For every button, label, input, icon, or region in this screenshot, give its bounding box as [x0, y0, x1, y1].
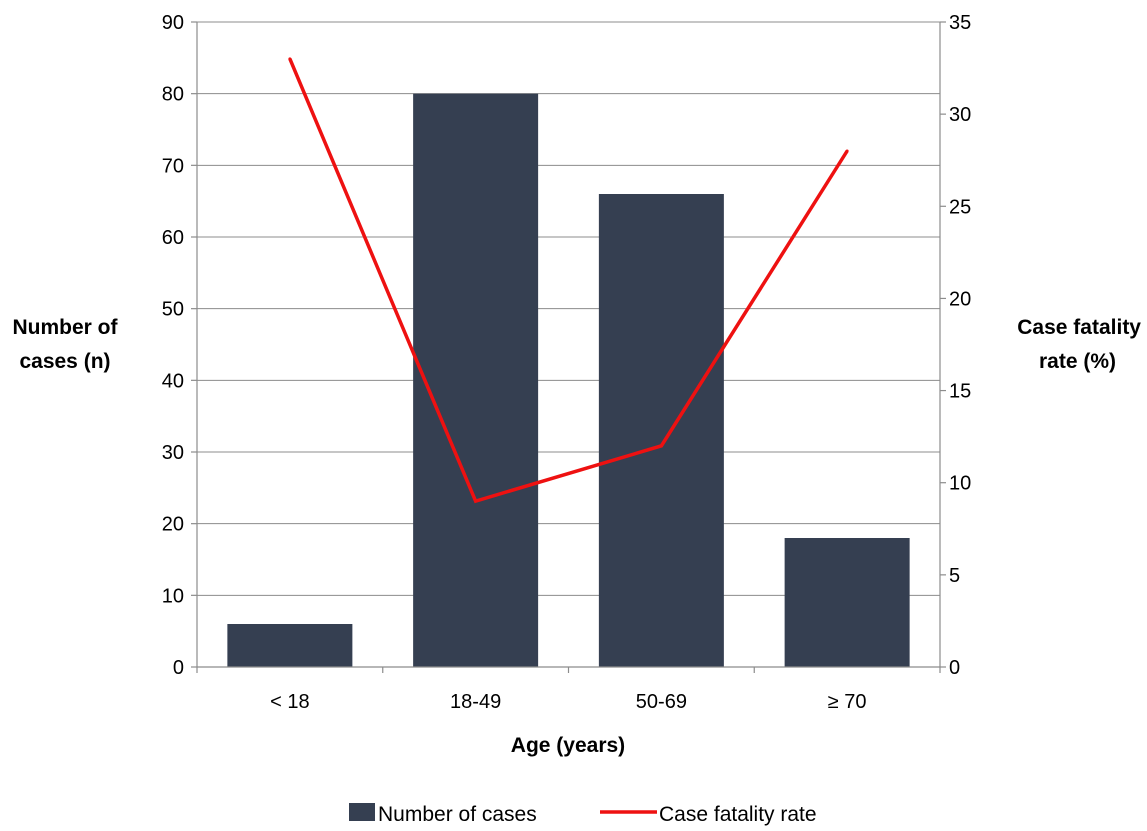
y-left-tick-label: 0: [173, 657, 184, 679]
bar-1: [413, 93, 539, 667]
y-right-tick-label: 25: [949, 196, 971, 218]
y-axis-left-title-line-2: cases (n): [19, 350, 110, 373]
y-right-tick-label: 10: [949, 473, 971, 495]
axes: [191, 21, 946, 673]
y-right-tick-label: 35: [949, 12, 971, 34]
x-axis-title: Age (years): [511, 734, 625, 757]
y-left-tick-label: 20: [162, 514, 184, 536]
y-right-tick-label: 0: [949, 657, 960, 679]
gridlines: [197, 21, 940, 596]
legend-label-cases: Number of cases: [378, 803, 537, 826]
fatality-point-3: [845, 149, 849, 153]
y-left-tick-label: 90: [162, 12, 184, 34]
x-tick-label: 18-49: [450, 691, 501, 713]
legend-bar-swatch: [349, 803, 375, 821]
y-right-tick-label: 5: [949, 565, 960, 587]
y-axis-right-title-line-2: rate (%): [1039, 350, 1116, 373]
y-left-tick-label: 30: [162, 442, 184, 464]
tick-labels: 0 10 20 30 40 50 60 70 80 90 0 5 10 15 20 25 30 35 < 18 18-…: [162, 12, 972, 713]
y-axis-left-title-line-1: Number of: [13, 316, 119, 339]
legend-label-fatality: Case fatality rate: [659, 803, 817, 826]
y-left-tick-label: 80: [162, 84, 184, 106]
x-tick-label: 50-69: [636, 691, 687, 713]
y-axis-right-title: Case fatality rate (%): [1017, 316, 1141, 373]
bar-3: [784, 538, 910, 667]
legend: Number of cases Case fatality rate: [349, 803, 817, 826]
fatality-point-1: [474, 499, 478, 503]
fatality-rate-line: [288, 58, 849, 504]
y-left-tick-label: 40: [162, 370, 184, 392]
bars: [227, 93, 910, 667]
bar-0: [227, 624, 353, 667]
fatality-point-2: [659, 444, 663, 448]
fatality-line: [288, 57, 849, 504]
y-axis-left-title: Number of cases (n): [13, 316, 119, 373]
y-left-tick-label: 70: [162, 155, 184, 177]
fatality-point-0: [288, 57, 292, 61]
y-left-tick-label: 50: [162, 299, 184, 321]
y-right-tick-label: 20: [949, 288, 971, 310]
bar-2: [598, 194, 724, 667]
x-tick-label: < 18: [270, 691, 309, 713]
y-left-tick-label: 10: [162, 585, 184, 607]
y-axis-right-title-line-1: Case fatality: [1017, 316, 1141, 339]
x-tick-label: ≥ 70: [828, 691, 867, 713]
y-left-tick-label: 60: [162, 227, 184, 249]
y-right-tick-label: 15: [949, 381, 971, 403]
y-right-tick-label: 30: [949, 104, 971, 126]
